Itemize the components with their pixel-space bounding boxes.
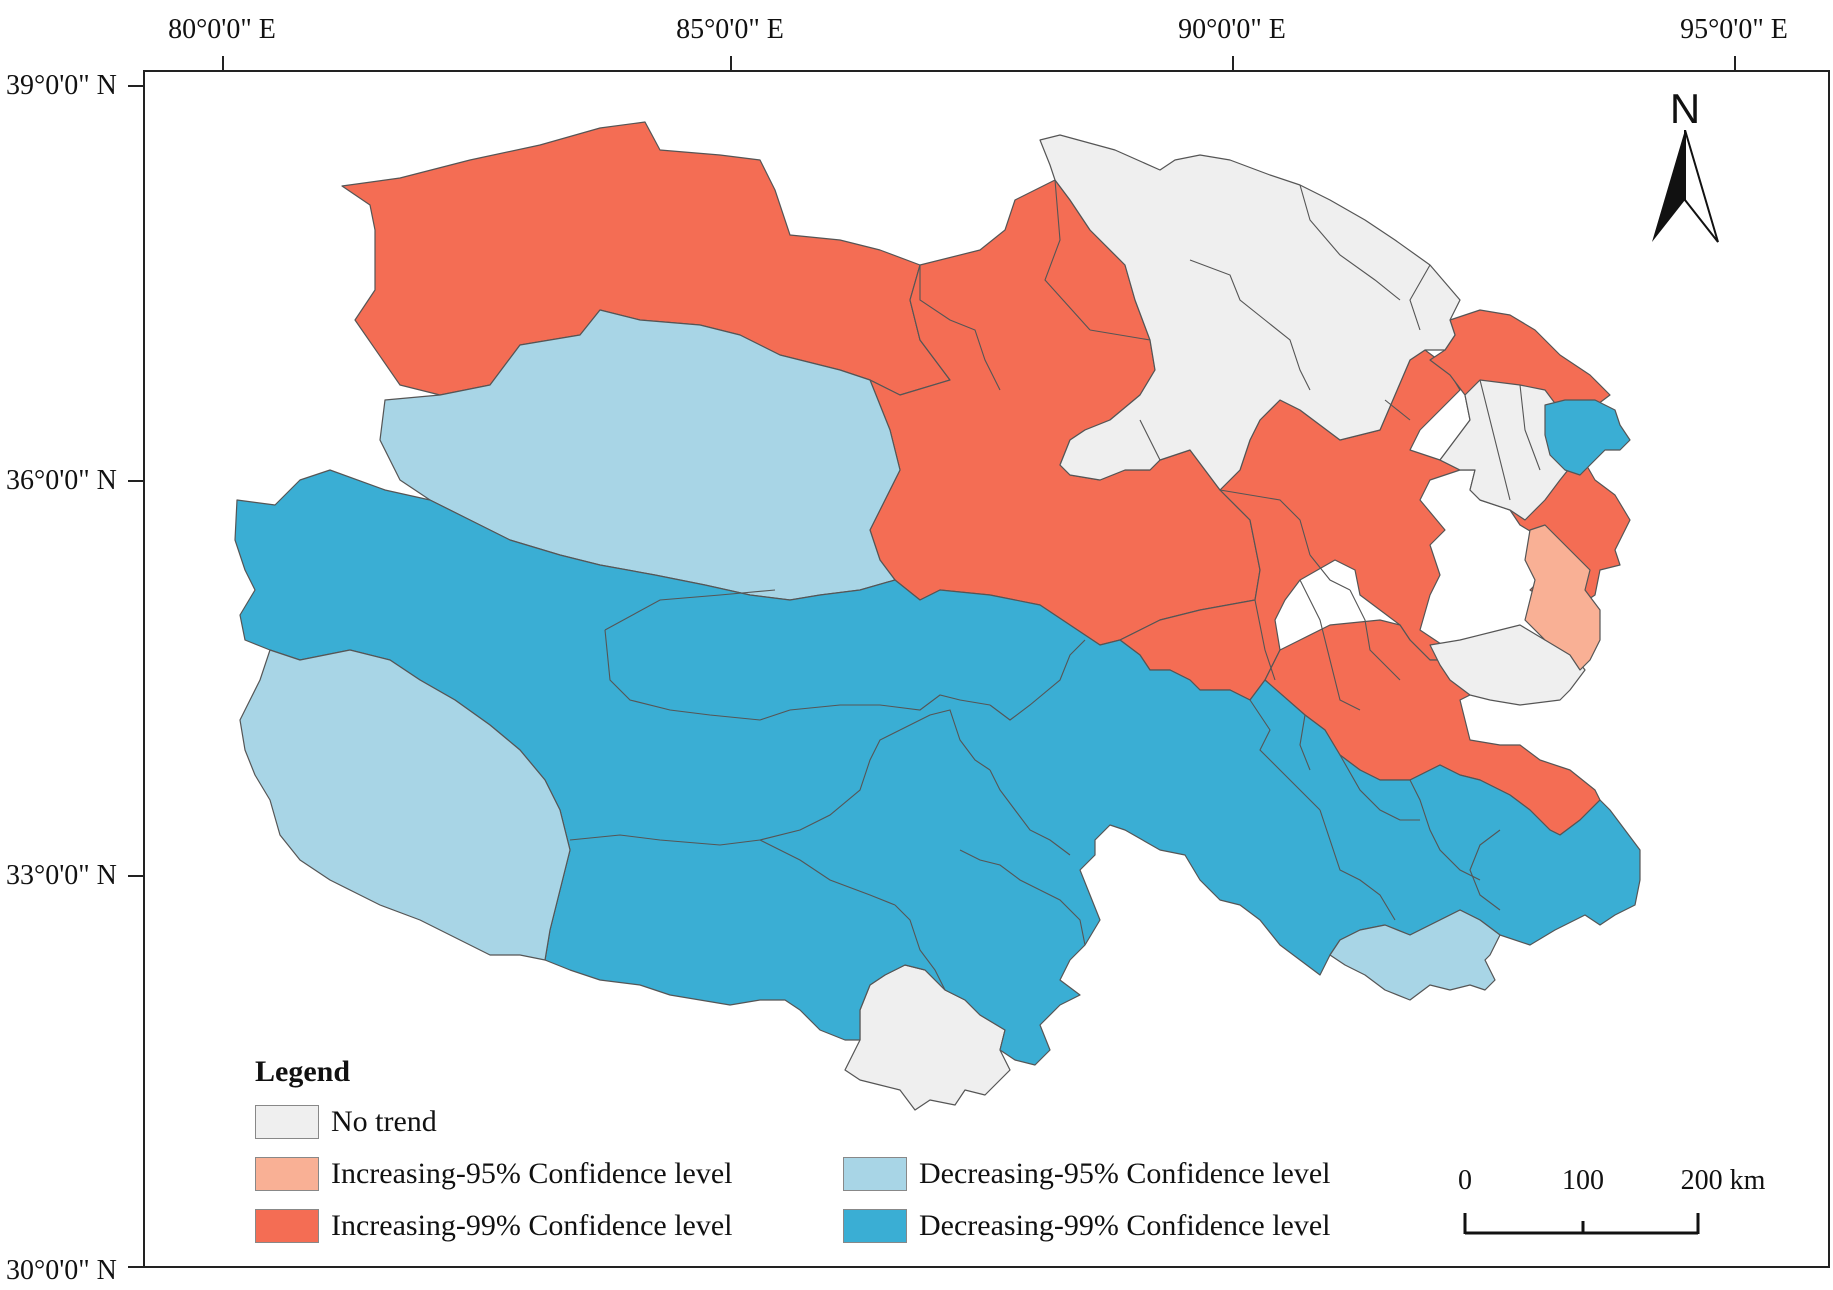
subregion-boundaries — [569, 179, 1541, 991]
lon-tick — [1734, 56, 1736, 70]
lon-label-80: 80°0'0" E — [168, 14, 276, 45]
legend-swatch-dec99 — [843, 1209, 907, 1243]
region-dec95-southeast — [1329, 909, 1501, 1001]
north-label: N — [1669, 85, 1701, 132]
scale-label-0: 0 — [1458, 1165, 1472, 1196]
region-dec99-northeast-small — [1544, 399, 1631, 476]
lat-tick — [128, 875, 143, 877]
lat-label-30: 30°0'0" N — [6, 1255, 117, 1286]
scale-bar-line — [1463, 1213, 1700, 1235]
region-dec99-central — [234, 469, 1641, 1066]
lon-label-85: 85°0'0" E — [676, 14, 784, 45]
scale-label-200: 200 km — [1680, 1165, 1766, 1196]
legend-label: Increasing-95% Confidence level — [331, 1157, 733, 1190]
legend-title: Legend — [255, 1055, 351, 1088]
region-notrend-southeast-b — [1429, 624, 1586, 706]
lat-tick — [128, 1266, 143, 1268]
legend-label: Decreasing-99% Confidence level — [919, 1209, 1331, 1242]
lat-tick — [128, 85, 143, 87]
legend-swatch-inc99 — [255, 1209, 319, 1243]
north-arrow-icon — [1652, 130, 1719, 243]
legend-label: Increasing-99% Confidence level — [331, 1209, 733, 1242]
legend-swatch-dec95 — [843, 1157, 907, 1191]
region-notrend-northeast — [1039, 134, 1461, 491]
region-inc95-east — [1524, 524, 1601, 671]
legend-label: No trend — [331, 1105, 437, 1138]
legend-item-inc95: Increasing-95% Confidence level — [255, 1157, 733, 1191]
legend-label: Decreasing-95% Confidence level — [919, 1157, 1331, 1190]
lat-label-39: 39°0'0" N — [6, 70, 117, 101]
lon-tick — [222, 56, 224, 70]
legend-item-dec95: Decreasing-95% Confidence level — [843, 1157, 1331, 1191]
scale-bar: 0 100 200 km — [1455, 1165, 1765, 1245]
lon-label-90: 90°0'0" E — [1178, 14, 1286, 45]
legend-item-inc99: Increasing-99% Confidence level — [255, 1209, 733, 1243]
lon-tick — [730, 56, 732, 70]
lat-label-36: 36°0'0" N — [6, 465, 117, 496]
legend-swatch-no-trend — [255, 1105, 319, 1139]
lat-tick — [128, 480, 143, 482]
lat-label-33: 33°0'0" N — [6, 860, 117, 891]
legend-swatch-inc95 — [255, 1157, 319, 1191]
legend: Legend No trend Increasing-95% Confidenc… — [255, 1055, 1435, 1255]
region-dec95-west — [239, 649, 571, 961]
lon-tick — [1232, 56, 1234, 70]
lon-label-95: 95°0'0" E — [1680, 14, 1788, 45]
legend-item-no-trend: No trend — [255, 1105, 437, 1139]
legend-item-dec99: Decreasing-99% Confidence level — [843, 1209, 1331, 1243]
north-arrow: N — [1650, 85, 1720, 245]
scale-label-100: 100 — [1562, 1165, 1604, 1196]
